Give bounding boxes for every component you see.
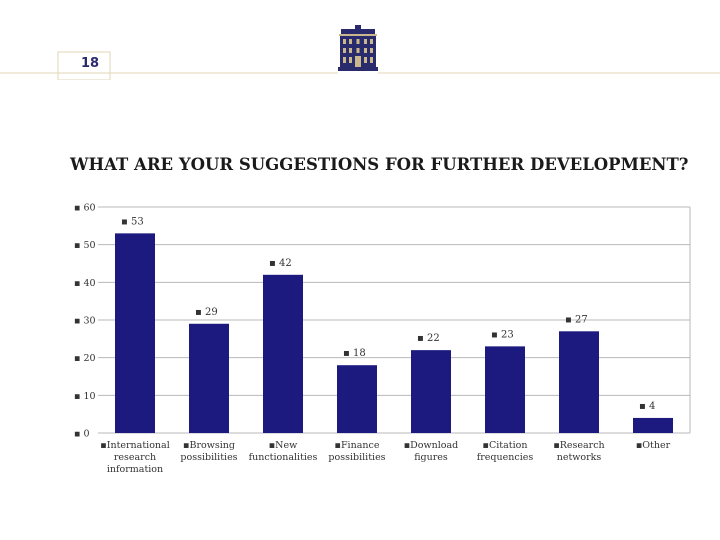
bar bbox=[189, 323, 229, 433]
y-tick-label: ▪ 30 bbox=[74, 316, 96, 327]
y-tick-label: ▪ 50 bbox=[74, 240, 96, 251]
bar bbox=[115, 233, 155, 433]
category-label: ▪Download figures bbox=[404, 440, 459, 463]
y-tick-label: ▪ 0 bbox=[74, 429, 90, 440]
data-label: ▪ 27 bbox=[565, 314, 588, 325]
header-band bbox=[0, 51, 720, 80]
category-label: ▪Finance possibilities bbox=[328, 440, 385, 463]
data-label: ▪ 23 bbox=[491, 329, 514, 340]
y-tick-label: ▪ 20 bbox=[74, 353, 96, 364]
slide-number: 18 bbox=[80, 56, 100, 71]
data-label: ▪ 4 bbox=[639, 401, 655, 412]
bar bbox=[485, 346, 525, 433]
bar bbox=[263, 274, 303, 433]
bar bbox=[559, 331, 599, 433]
category-label: ▪Other bbox=[636, 440, 671, 451]
y-tick-label: ▪ 10 bbox=[74, 391, 96, 402]
slide-number-box bbox=[57, 51, 111, 80]
category-label: ▪Research networks bbox=[553, 440, 604, 463]
category-label: ▪New functionalities bbox=[249, 440, 318, 463]
y-tick-label: ▪ 60 bbox=[74, 203, 96, 214]
data-label: ▪ 53 bbox=[121, 216, 144, 227]
bar bbox=[337, 365, 377, 433]
data-label: ▪ 42 bbox=[269, 258, 292, 269]
bar bbox=[411, 350, 451, 433]
category-label: ▪International research information bbox=[100, 440, 169, 475]
category-label: ▪Citation frequencies bbox=[477, 440, 534, 463]
y-tick-label: ▪ 40 bbox=[74, 278, 96, 289]
category-label: ▪Browsing possibilities bbox=[180, 440, 237, 463]
building-logo-icon bbox=[338, 25, 378, 71]
data-label: ▪ 18 bbox=[343, 348, 366, 359]
data-label: ▪ 29 bbox=[195, 307, 218, 318]
chart-title: WHAT ARE YOUR SUGGESTIONS FOR FURTHER DE… bbox=[70, 155, 689, 174]
bar bbox=[633, 417, 673, 433]
data-label: ▪ 22 bbox=[417, 333, 440, 344]
